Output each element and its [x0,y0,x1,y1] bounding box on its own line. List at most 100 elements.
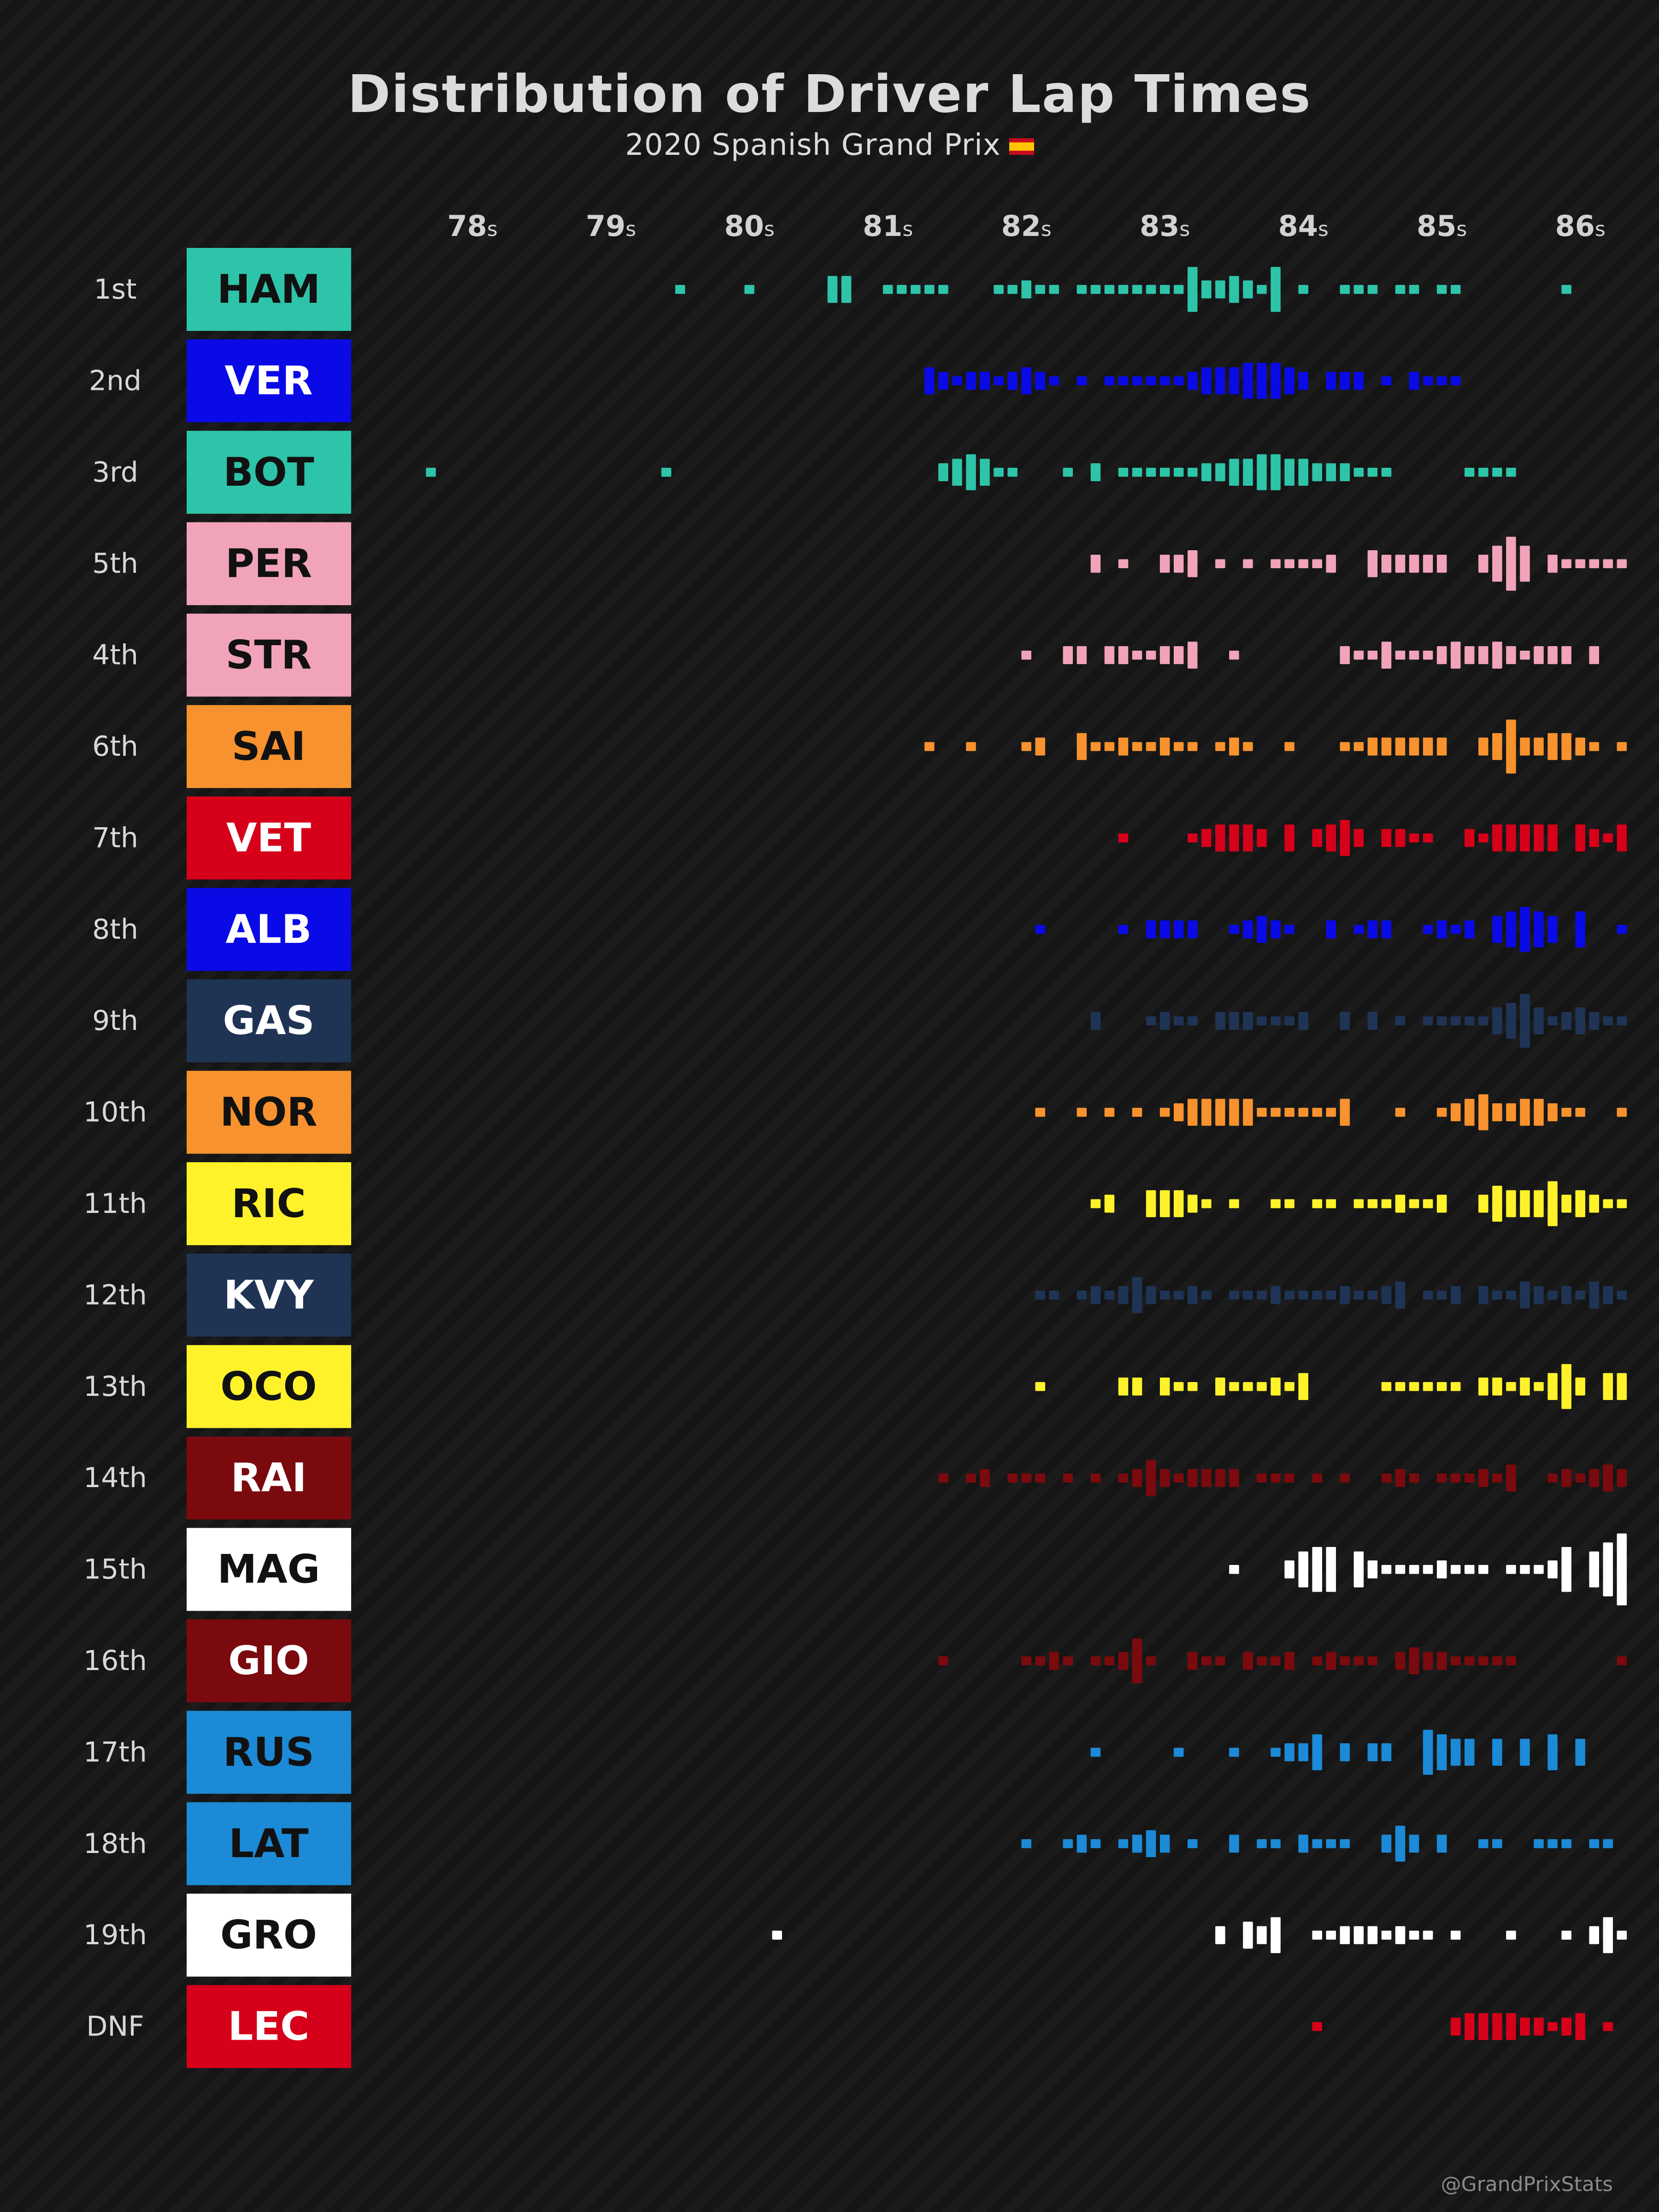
lap-time-bar [1201,463,1212,482]
lap-time-bar [1173,1190,1184,1218]
lap-time-bar [1492,2013,1502,2040]
driver-code-box [187,888,351,971]
lap-time-bar [1326,1839,1336,1848]
lap-time-bar [1173,554,1184,573]
lap-time-bar [1284,1382,1294,1391]
lap-time-bar [1492,1839,1502,1848]
lap-time-bar [1367,1199,1378,1208]
lap-time-bar [1007,1473,1018,1483]
lap-time-bar [1465,829,1475,847]
lap-time-bar [1340,463,1350,482]
lap-time-bar [980,371,990,390]
lap-time-bar [1159,468,1170,477]
lap-time-bar [1381,1473,1392,1483]
lap-time-bar [1326,920,1336,939]
lap-time-bar [1478,1469,1488,1487]
finish-position-label: 17th [83,1736,147,1768]
lap-time-bar [1492,1007,1502,1035]
finish-position-label: 3rd [92,456,138,488]
lap-time-bar [1229,1012,1239,1030]
lap-time-bar [1298,285,1308,294]
lap-time-bar [1589,559,1599,568]
finish-position-label: 2nd [89,365,141,397]
lap-time-bar [1520,907,1530,952]
lap-time-bar [1506,1003,1516,1039]
lap-time-bar [1492,733,1502,760]
lap-time-bar [1229,737,1239,756]
lap-time-bar [1077,376,1087,386]
lap-time-bar [1215,824,1225,852]
lap-time-bar [1215,280,1225,299]
lap-time-bar [1561,646,1571,665]
lap-time-bar [1257,285,1267,294]
driver-code-label: VET [226,815,311,861]
lap-time-bar [1423,1199,1433,1208]
lap-time-bar [1492,916,1502,943]
lap-time-bar [1423,737,1433,756]
lap-time-bar [1520,546,1530,582]
lap-time-bar [1271,1286,1281,1304]
lap-time-bar [1478,646,1488,665]
lap-time-bar [966,742,976,751]
lap-time-bar [1271,1016,1281,1025]
lap-time-bar [1450,641,1461,669]
lap-time-bar [1353,285,1364,294]
lap-time-bar [1395,1194,1406,1213]
lap-time-bar [1159,1190,1170,1218]
lap-time-bar [1132,1377,1142,1396]
lap-time-bar [1243,363,1253,399]
lap-time-bar [1478,1377,1488,1396]
lap-time-bar [1188,742,1198,751]
lap-time-bar [1077,1107,1087,1117]
lap-time-bar [1381,1930,1392,1940]
driver-code-box [187,613,351,697]
lap-time-bar [1298,559,1308,568]
lap-time-bar [1450,1656,1461,1665]
lap-time-bar [1035,1656,1045,1665]
lap-time-bar [1118,1839,1129,1848]
lap-time-bar [1229,925,1239,934]
driver-code-box [187,339,351,423]
lap-time-bar [1492,1186,1502,1222]
lap-time-bar [1506,1656,1516,1665]
lap-time-bar [1436,1473,1447,1483]
lap-time-bar [1423,1382,1433,1391]
lap-time-bar [1381,1286,1392,1304]
lap-time-bar [1188,1286,1198,1304]
finish-position-label: 10th [83,1096,147,1129]
lap-time-bar [1589,742,1599,751]
lap-time-bar [1007,468,1018,477]
lap-time-bar [1035,1107,1045,1117]
lap-time-bar [1423,1652,1433,1670]
lap-time-bar [938,1656,948,1665]
lap-time-bar [1063,1473,1073,1483]
lap-time-bar [1617,1930,1627,1940]
lap-time-bar [1132,468,1142,477]
lap-time-bar [1353,1926,1364,1944]
lap-time-bar [1547,1290,1558,1300]
lap-time-bar [1353,650,1364,660]
lap-time-bar [1159,1107,1170,1117]
finish-position-label: 1st [94,273,137,306]
driver-code-label: SAI [232,724,306,770]
lap-time-bar [1326,371,1336,390]
lap-time-bar [1617,1107,1627,1117]
lap-time-bar [1298,1107,1308,1117]
lap-time-bar [1506,1382,1516,1391]
lap-time-bar [1534,1286,1544,1304]
lap-time-bar [1561,1839,1571,1848]
lap-time-bar [1547,1016,1558,1025]
lap-time-bar [1298,1743,1308,1761]
lap-time-bar [1617,824,1627,852]
lap-time-bar [1035,1382,1045,1391]
lap-time-bar [1367,1290,1378,1300]
lap-time-bar [1021,1656,1031,1665]
driver-code-box [187,1985,351,2068]
lap-time-bar [1090,1286,1101,1304]
lap-time-bar [1465,1565,1475,1574]
lap-time-bar [1409,737,1419,756]
lap-time-bar [1229,1290,1239,1300]
lap-time-bar [1547,733,1558,760]
lap-time-bar [1409,1930,1419,1940]
